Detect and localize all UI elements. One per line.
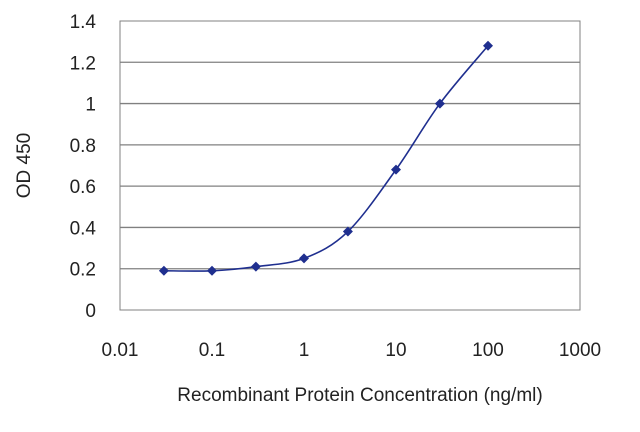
data-point (342, 226, 353, 237)
y-tick-label: 1.2 (70, 53, 96, 74)
y-tick-label: 0 (85, 301, 96, 322)
data-point (299, 253, 309, 264)
plot-area (119, 20, 581, 311)
y-tick-label: 1.4 (70, 12, 97, 33)
fit-curve (163, 45, 489, 272)
x-tick-label: 100 (472, 340, 504, 361)
y-tick-label: 0.8 (70, 136, 96, 157)
y-tick-label: 0.4 (70, 218, 97, 239)
y-tick-label: 0.6 (70, 177, 96, 198)
gridlines (120, 61, 580, 270)
x-tick-label: 0.01 (102, 340, 139, 361)
fit-curve-layer (163, 45, 489, 272)
data-point (391, 164, 401, 175)
x-tick-label: 10 (385, 340, 406, 361)
data-point (158, 265, 169, 276)
data-point (434, 98, 445, 109)
y-tick-label: 0.2 (70, 260, 96, 281)
data-point (207, 265, 217, 276)
y-axis-ticks: 0 0.2 0.4 0.6 0.8 1 1.2 1.4 (70, 12, 97, 322)
x-axis-label: Recombinant Protein Concentration (ng/ml… (177, 385, 542, 406)
data-point (250, 261, 261, 272)
x-axis-ticks: 0.01 0.1 1 10 100 1000 (102, 340, 602, 361)
y-axis-label: OD 450 (14, 133, 35, 198)
data-point (483, 40, 493, 51)
data-points (158, 40, 493, 276)
x-tick-label: 1 (299, 340, 310, 361)
x-tick-label: 1000 (559, 340, 601, 361)
y-tick-label: 1 (85, 95, 96, 116)
x-tick-label: 0.1 (199, 340, 225, 361)
